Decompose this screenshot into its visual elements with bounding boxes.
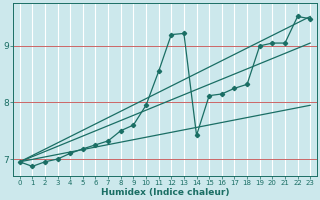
X-axis label: Humidex (Indice chaleur): Humidex (Indice chaleur) (101, 188, 229, 197)
